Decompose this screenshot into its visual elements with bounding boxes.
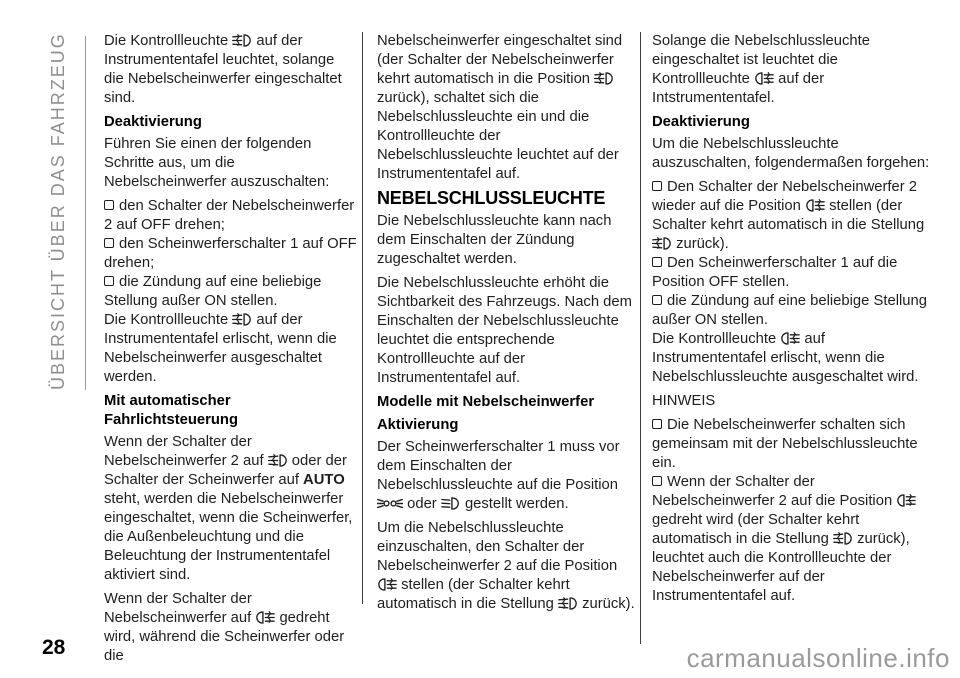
sidebar-rule bbox=[85, 36, 86, 390]
front-fog-light-icon bbox=[267, 454, 288, 467]
list-square-icon bbox=[652, 257, 662, 267]
front-fog-light-icon bbox=[652, 237, 672, 250]
rear-fog-light-icon bbox=[754, 72, 774, 85]
paragraph: Die Nebelschlussleuchte kann nach dem Ei… bbox=[377, 213, 612, 267]
paragraph: Um die Nebelschlussleuchte auszuschalten… bbox=[652, 136, 930, 171]
rear-fog-light-icon bbox=[896, 494, 917, 507]
front-fog-light-icon bbox=[232, 34, 252, 47]
paragraph: Die Kontrollleuchte auf der Instrumenten… bbox=[104, 33, 342, 106]
list-item: Wenn der Schalter der Nebelscheinwerfer … bbox=[652, 473, 938, 606]
column-divider bbox=[362, 32, 363, 604]
list-square-icon bbox=[652, 181, 662, 191]
sub-heading: Deaktivierung bbox=[104, 114, 202, 130]
paragraph: Solange die Nebelschlussleuchte eingesch… bbox=[652, 33, 870, 106]
text-column-2: Nebelscheinwerfer eingeschaltet sind (de… bbox=[377, 32, 635, 619]
list-square-icon bbox=[104, 238, 114, 248]
front-fog-light-icon bbox=[594, 72, 614, 85]
text-column-3: Solange die Nebelschlussleuchte eingesch… bbox=[652, 32, 938, 606]
paragraph: Nebelscheinwerfer eingeschaltet sind (de… bbox=[377, 33, 623, 182]
sub-heading: Deaktivierung bbox=[652, 114, 750, 130]
text-column-1: Die Kontrollleuchte auf der Instrumenten… bbox=[104, 32, 358, 671]
list-item: Den Scheinwerferschalter 1 auf die Posit… bbox=[652, 255, 898, 290]
paragraph: Führen Sie einen der folgenden Schritte … bbox=[104, 136, 330, 190]
sub-heading: Modelle mit Nebelscheinwerfer bbox=[377, 394, 595, 410]
paragraph: Die Kontrollleuchte auf der Instrumenten… bbox=[104, 312, 337, 385]
low-beam-headlight-icon bbox=[441, 497, 461, 510]
list-item: die Zündung auf eine beliebige Stellung … bbox=[104, 274, 322, 309]
list-square-icon bbox=[652, 295, 662, 305]
watermark: carmanualsonline.info bbox=[686, 643, 950, 673]
list-item: den Scheinwerferschalter 1 auf OFF drehe… bbox=[104, 236, 357, 271]
paragraph: Wenn der Schalter der Nebelscheinwerfer … bbox=[104, 434, 353, 583]
chapter-sidebar-label: ÜBERSICHT ÜBER DAS FAHRZEUG bbox=[48, 32, 68, 390]
front-fog-light-icon bbox=[232, 313, 252, 326]
list-item: Die Nebelscheinwerfer schalten sich geme… bbox=[652, 417, 918, 471]
paragraph: Der Scheinwerferschalter 1 muss vor dem … bbox=[377, 439, 620, 512]
paragraph: Um die Nebelschlussleuchte einzuschalten… bbox=[377, 520, 635, 612]
list-item: Den Schalter der Nebelscheinwerfer 2 wie… bbox=[652, 179, 925, 252]
position-lights-icon bbox=[377, 497, 403, 510]
sub-heading: Aktivierung bbox=[377, 417, 459, 433]
list-square-icon bbox=[104, 200, 114, 210]
bold-text: AUTO bbox=[303, 472, 345, 488]
sub-heading: Mit automatischer Fahrlichtsteuerung bbox=[104, 393, 239, 428]
list-square-icon bbox=[104, 276, 114, 286]
list-item: die Zündung auf eine beliebige Stellung … bbox=[652, 293, 927, 328]
front-fog-light-icon bbox=[832, 532, 853, 545]
list-square-icon bbox=[652, 419, 662, 429]
column-divider bbox=[640, 32, 641, 644]
front-fog-light-icon bbox=[557, 597, 578, 610]
rear-fog-light-icon bbox=[805, 199, 825, 212]
rear-fog-light-icon bbox=[255, 611, 276, 624]
paragraph: Die Kontrollleuchte auf Instrumententafe… bbox=[652, 331, 919, 385]
rear-fog-light-icon bbox=[377, 578, 397, 591]
rear-fog-light-icon bbox=[780, 332, 801, 345]
page-number: 28 bbox=[42, 636, 66, 659]
list-square-icon bbox=[652, 476, 662, 486]
paragraph: HINWEIS bbox=[652, 393, 716, 409]
list-item: den Schalter der Nebelscheinwerfer 2 auf… bbox=[104, 198, 355, 233]
section-heading: NEBELSCHLUSSLEUCHTE bbox=[377, 188, 606, 208]
paragraph: Wenn der Schalter der Nebelscheinwerfer … bbox=[104, 591, 345, 664]
paragraph: Die Nebelschlussleuchte erhöht die Sicht… bbox=[377, 275, 632, 386]
